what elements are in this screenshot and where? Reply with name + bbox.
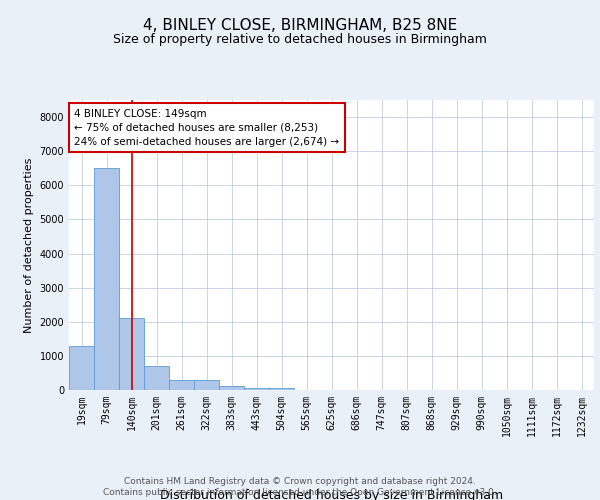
Text: 4, BINLEY CLOSE, BIRMINGHAM, B25 8NE: 4, BINLEY CLOSE, BIRMINGHAM, B25 8NE [143,18,457,32]
Bar [69,346,94,390]
Y-axis label: Number of detached properties: Number of detached properties [24,158,34,332]
Text: Contains HM Land Registry data © Crown copyright and database right 2024.: Contains HM Land Registry data © Crown c… [124,476,476,486]
Bar [169,380,194,390]
Bar [194,380,219,390]
Bar [119,318,144,390]
Bar [219,386,244,390]
Bar [244,388,269,390]
X-axis label: Distribution of detached houses by size in Birmingham: Distribution of detached houses by size … [160,489,503,500]
Bar [144,366,169,390]
Text: 4 BINLEY CLOSE: 149sqm
← 75% of detached houses are smaller (8,253)
24% of semi-: 4 BINLEY CLOSE: 149sqm ← 75% of detached… [74,108,340,146]
Text: Size of property relative to detached houses in Birmingham: Size of property relative to detached ho… [113,32,487,46]
Bar [269,388,294,390]
Text: Contains public sector information licensed under the Open Government Licence v3: Contains public sector information licen… [103,488,497,497]
Bar [94,168,119,390]
